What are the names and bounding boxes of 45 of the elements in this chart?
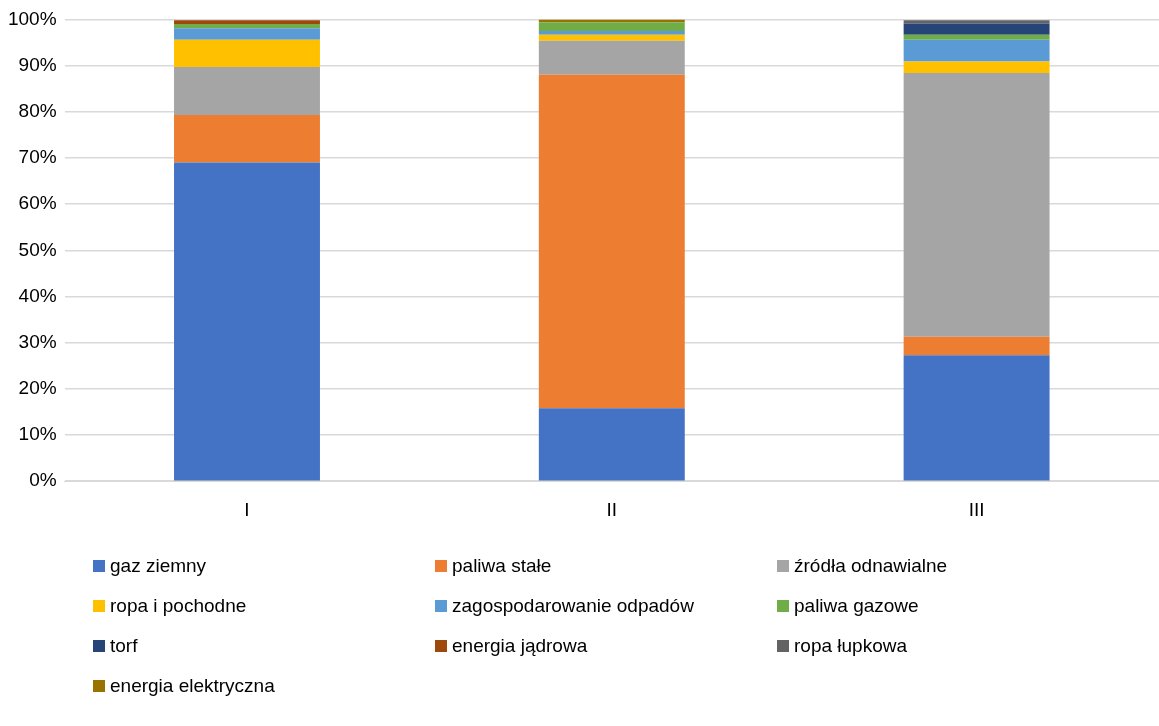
legend-label: ropa i pochodne [110, 595, 247, 617]
bar [538, 22, 685, 31]
y-tick-label: 30% [18, 330, 57, 352]
legend-label: gaz ziemny [110, 555, 207, 577]
y-tick-label: 100% [7, 7, 57, 29]
bar [538, 34, 685, 41]
y-tick-label: 70% [18, 146, 57, 168]
legend-label: paliwa gazowe [794, 595, 919, 617]
legend-label: torf [110, 635, 138, 657]
bar [538, 40, 685, 75]
bar [174, 66, 320, 115]
bar [903, 23, 1050, 35]
bar [174, 114, 320, 163]
bar [903, 61, 1050, 73]
legend-label: energia elektryczna [110, 675, 275, 697]
legend-label: ropa łupkowa [794, 635, 908, 657]
bar [903, 72, 1050, 337]
y-tick-label: 90% [18, 53, 57, 75]
legend-label: energia jądrowa [452, 635, 588, 657]
y-tick-label: 40% [18, 284, 57, 306]
legend-label: źródła odnawialne [794, 555, 948, 577]
y-tick-label: 0% [29, 469, 57, 491]
x-tick-label: I [244, 498, 250, 520]
bar [903, 336, 1050, 356]
bar [903, 34, 1050, 40]
bar [174, 20, 320, 25]
legend-label: zagospodarowanie odpadów [452, 595, 694, 617]
bar [174, 39, 320, 67]
x-tick-label: II [606, 498, 618, 520]
y-tick-label: 60% [18, 192, 57, 214]
bar [174, 28, 320, 40]
bar [903, 39, 1050, 62]
y-tick-label: 10% [18, 423, 57, 445]
x-tick-label: III [968, 498, 985, 520]
bar [538, 30, 685, 35]
bar [174, 162, 320, 481]
bar [538, 74, 685, 409]
bar [903, 20, 1050, 24]
y-tick-label: 50% [18, 238, 57, 260]
bar [174, 24, 320, 29]
bar [903, 355, 1050, 481]
y-tick-label: 20% [18, 377, 57, 399]
legend-label: paliwa stałe [452, 555, 552, 577]
bar [538, 408, 685, 481]
y-tick-label: 80% [18, 99, 57, 121]
